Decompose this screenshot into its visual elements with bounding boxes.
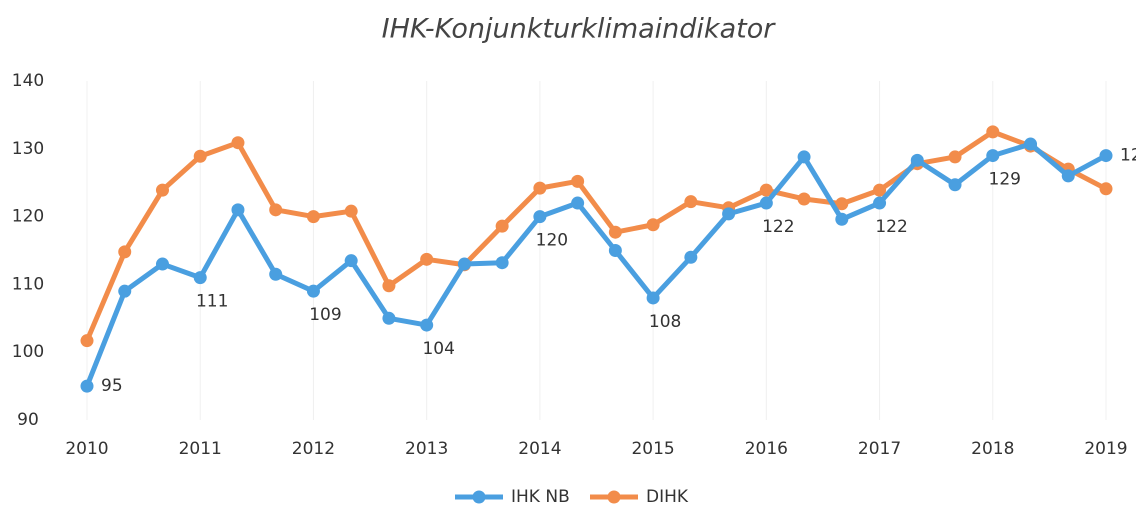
point: [1099, 182, 1113, 196]
point: [80, 379, 94, 393]
point: [684, 195, 698, 209]
point: [306, 284, 320, 298]
x-tick-label: 2010: [65, 439, 108, 459]
point: [344, 254, 358, 268]
point: [571, 174, 585, 188]
point: [835, 212, 849, 226]
point: [797, 192, 811, 206]
point: [420, 252, 434, 266]
point: [646, 218, 660, 232]
point: [986, 149, 1000, 163]
data-label: 122: [875, 217, 907, 237]
point: [495, 219, 509, 233]
y-tick-label: 120: [12, 207, 44, 227]
point: [533, 210, 547, 224]
point: [571, 196, 585, 210]
point: [231, 136, 245, 150]
legend-label: DIHK: [646, 487, 689, 507]
point: [722, 207, 736, 221]
x-tick-label: 2018: [971, 439, 1014, 459]
y-tick-label: 100: [12, 342, 44, 362]
y-tick-label: 110: [12, 274, 44, 294]
point: [269, 203, 283, 217]
point: [797, 150, 811, 164]
point: [986, 125, 1000, 139]
data-label: 109: [309, 305, 341, 325]
point: [1024, 137, 1038, 151]
point: [155, 183, 169, 197]
data-label: 104: [422, 339, 454, 359]
point: [457, 257, 471, 271]
point: [118, 245, 132, 259]
point: [193, 149, 207, 163]
point: [269, 267, 283, 281]
data-label: 122: [762, 217, 794, 237]
data-label: 111: [196, 292, 228, 312]
x-tick-label: 2014: [518, 439, 561, 459]
x-tick-label: 2012: [292, 439, 335, 459]
point: [684, 250, 698, 264]
x-tick-label: 2016: [745, 439, 788, 459]
x-tick-label: 2013: [405, 439, 448, 459]
point: [608, 225, 622, 239]
series-line: [84, 141, 1108, 388]
y-tick-label: 90: [17, 410, 39, 430]
point: [1099, 149, 1113, 163]
y-tick-label: 140: [12, 71, 44, 91]
chart-title: IHK-Konjunkturklimaindikator: [382, 14, 777, 45]
legend-label: IHK NB: [511, 487, 570, 507]
point: [382, 311, 396, 325]
point: [835, 197, 849, 211]
x-tick-label: 2019: [1084, 439, 1127, 459]
data-label: 95: [101, 376, 123, 396]
point: [948, 150, 962, 164]
point: [193, 271, 207, 285]
data-label: 129: [1120, 146, 1136, 166]
point: [608, 244, 622, 257]
point: [155, 257, 169, 271]
data-label: 108: [649, 312, 681, 332]
x-tick-label: 2017: [858, 439, 901, 459]
point: [873, 196, 887, 210]
point: [420, 318, 434, 332]
x-tick-label: 2011: [179, 439, 222, 459]
data-label: 129: [989, 170, 1021, 190]
point: [344, 204, 358, 218]
point: [1061, 169, 1075, 183]
point: [80, 334, 94, 348]
point: [306, 210, 320, 224]
data-label: 120: [536, 231, 568, 251]
point: [646, 291, 660, 305]
series-line: [84, 129, 1108, 342]
y-tick-label: 130: [12, 139, 44, 159]
point: [759, 183, 773, 197]
point: [759, 196, 773, 210]
point: [948, 178, 962, 192]
point: [382, 279, 396, 293]
point: [118, 284, 132, 298]
point: [495, 256, 509, 270]
point: [231, 203, 245, 217]
point: [910, 153, 924, 167]
point: [873, 183, 887, 197]
x-tick-label: 2015: [631, 439, 674, 459]
legend-marker: [607, 490, 621, 504]
point: [533, 181, 547, 195]
legend-marker: [472, 490, 486, 504]
